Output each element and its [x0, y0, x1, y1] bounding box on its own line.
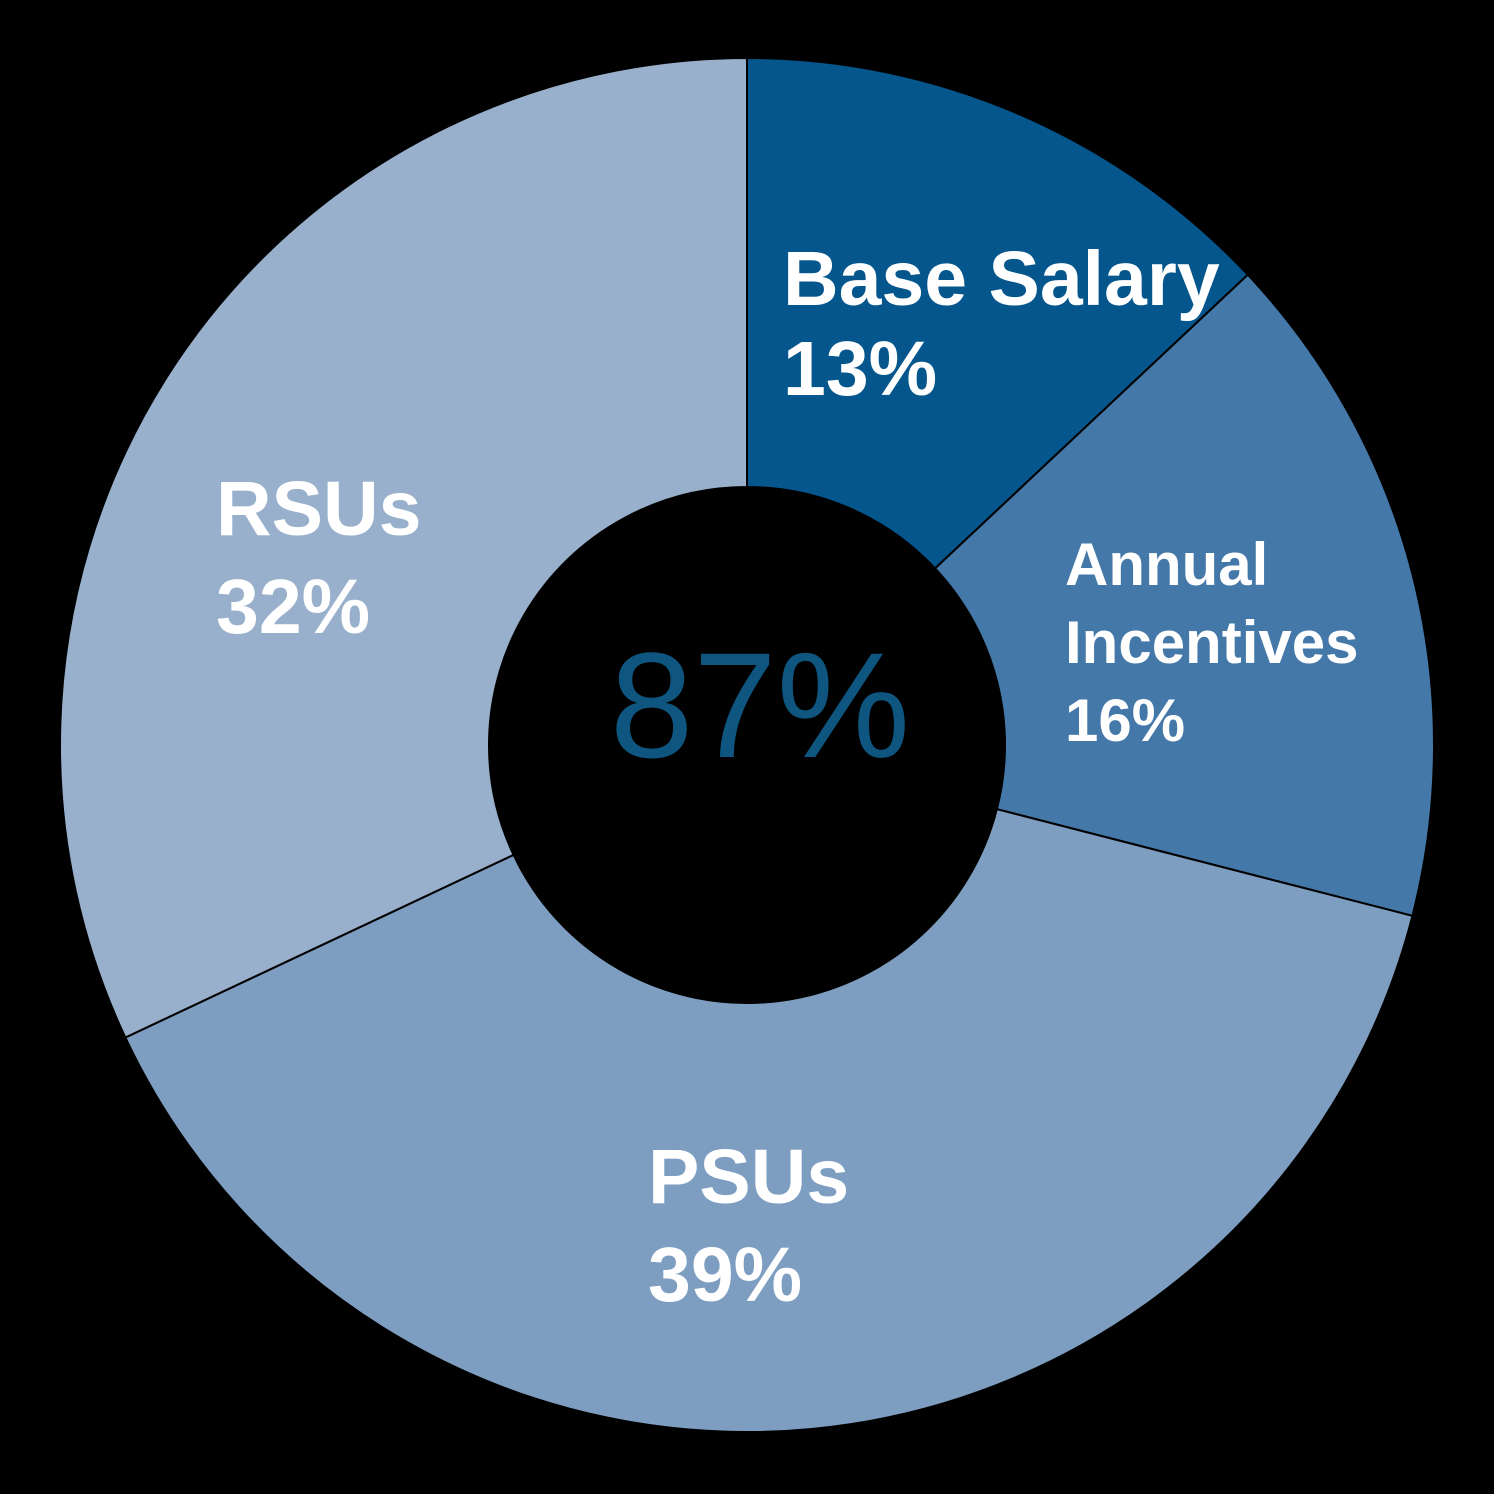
pie-slice-annual-incentives: [933, 273, 1436, 918]
pie-slice-rsus: [59, 56, 748, 1039]
slice-label-rsus-line-2: 32%: [216, 564, 370, 650]
slice-label-annual-incentives-line-3: 16%: [1065, 687, 1185, 754]
slices-layer: [59, 56, 1436, 1434]
slice-label-psus-line-2: 39%: [648, 1232, 802, 1318]
slice-label-base-salary-line-2: 13%: [783, 326, 937, 412]
center-percentage-label: 87%: [610, 621, 910, 789]
slice-label-base-salary-line-1: Base Salary: [783, 236, 1220, 322]
slice-label-rsus-line-1: RSUs: [216, 466, 421, 552]
slice-label-annual-incentives-line-1: Annual: [1065, 531, 1268, 598]
slice-label-psus-line-1: PSUs: [648, 1134, 849, 1220]
pie-slice-psus: [124, 807, 1414, 1434]
pie-slice-base-salary: [746, 56, 1250, 570]
slice-label-annual-incentives-line-2: Incentives: [1065, 609, 1358, 676]
